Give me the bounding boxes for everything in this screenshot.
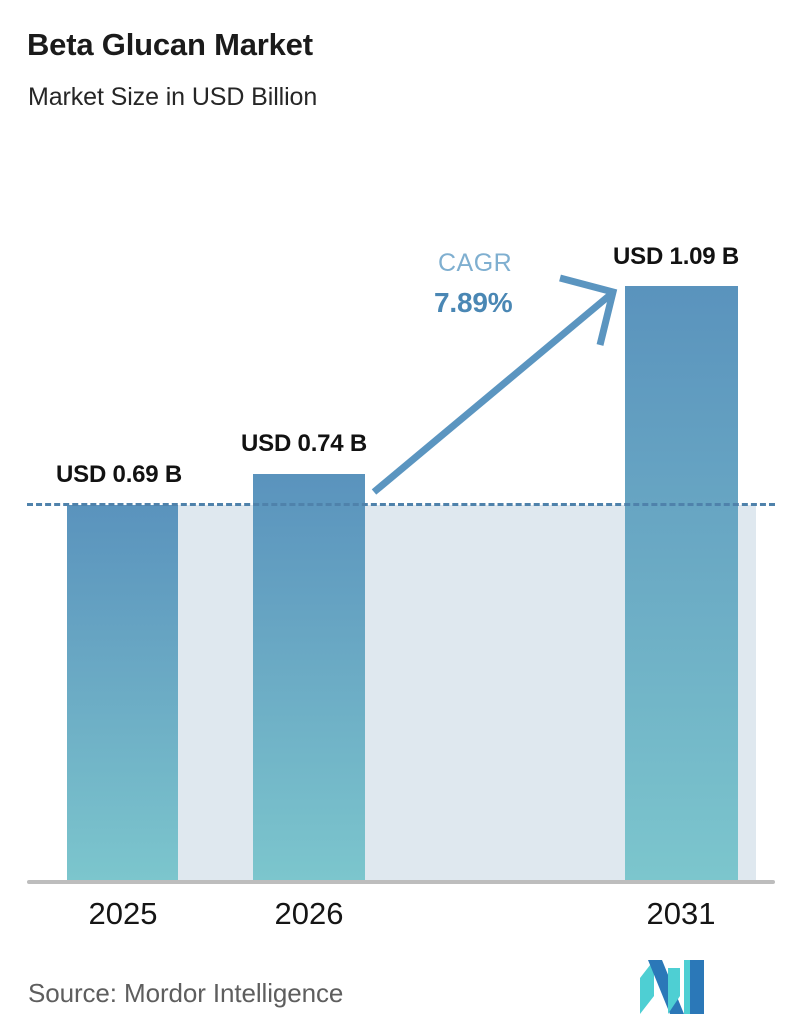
baseline-axis: [27, 880, 775, 884]
axis-label-2025: 2025: [88, 896, 158, 931]
axis-label-2026: 2026: [274, 896, 344, 931]
source-text: Source: Mordor Intelligence: [28, 978, 344, 1008]
value-label-2025: USD 0.69 B: [56, 461, 183, 488]
filler-band-3: [738, 505, 756, 882]
filler-band-1: [178, 505, 253, 882]
cagr-value: 7.89%: [434, 287, 513, 318]
bar-2026[interactable]: [253, 474, 365, 882]
mordor-intelligence-logo-icon: [640, 960, 704, 1014]
reference-line: [27, 503, 775, 506]
axis-label-2031: 2031: [646, 896, 716, 931]
page-title: Beta Glucan Market: [27, 27, 313, 62]
value-label-2031: USD 1.09 B: [613, 243, 740, 270]
bar-2025[interactable]: [67, 505, 178, 882]
chart-subtitle: Market Size in USD Billion: [28, 83, 318, 111]
filler-band-2: [365, 505, 625, 882]
value-label-2026: USD 0.74 B: [241, 430, 368, 457]
bar-2031[interactable]: [625, 286, 738, 882]
cagr-label: CAGR: [438, 249, 513, 277]
